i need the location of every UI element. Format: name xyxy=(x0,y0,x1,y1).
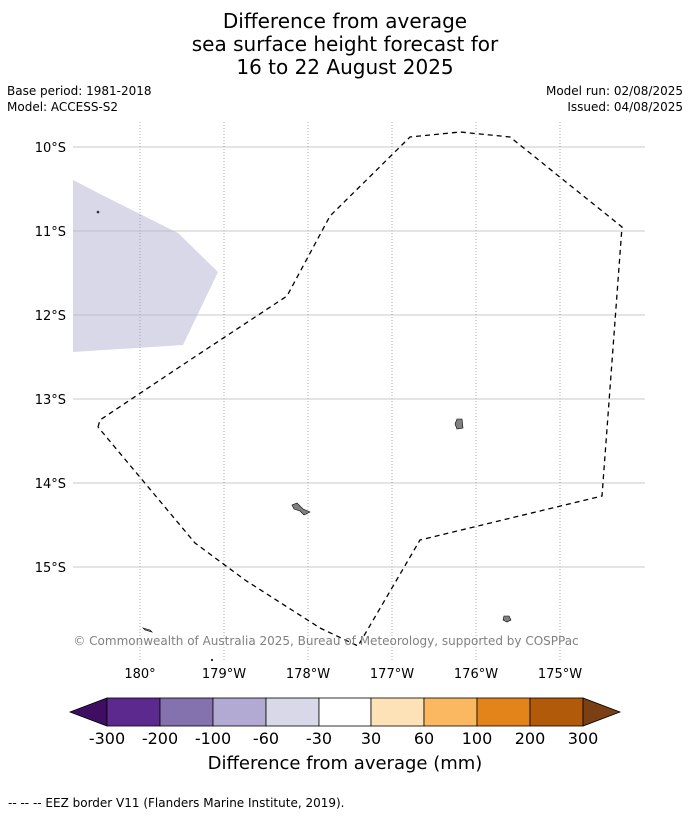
base-period: Base period: 1981-2018 xyxy=(7,84,152,98)
lon-label-179w: 179°W xyxy=(202,667,246,682)
island-northwest xyxy=(96,210,100,214)
colorbar-bin-8 xyxy=(476,697,531,727)
colorbar-bin-5 xyxy=(318,697,372,727)
colorbar-tick-minus60: -60 xyxy=(252,729,280,748)
lat-label-14s: 14°S xyxy=(35,477,66,492)
island-southeast xyxy=(502,615,512,623)
lat-label-15s: 15°S xyxy=(35,561,66,576)
island-central xyxy=(291,502,311,516)
latitude-gridlines xyxy=(73,146,645,568)
lat-label-12s: 12°S xyxy=(35,309,66,324)
longitude-gridlines xyxy=(139,122,561,660)
lat-label-11s: 11°S xyxy=(35,225,66,240)
colorbar-bin-3 xyxy=(212,697,267,727)
issued-date: Issued: 04/08/2025 xyxy=(567,100,683,114)
colorbar-bin-9 xyxy=(529,697,584,727)
colorbar-bin-1 xyxy=(106,697,161,727)
lon-label-176w: 176°W xyxy=(454,667,498,682)
colorbar-tick-30: 30 xyxy=(360,729,382,748)
model-run: Model run: 02/08/2025 xyxy=(545,84,683,98)
title-line-1: Difference from average xyxy=(222,9,468,33)
island-east xyxy=(454,418,464,430)
islands xyxy=(96,210,512,662)
eez-border xyxy=(97,131,623,647)
lon-label-175w: 175°W xyxy=(538,667,582,682)
longitude-labels: 180° 179°W 178°W 177°W 176°W 175°W xyxy=(124,667,582,682)
colorbar-tick-minus300: -300 xyxy=(88,729,126,748)
lon-label-178w: 178°W xyxy=(286,667,330,682)
latitude-labels: 10°S 11°S 12°S 13°S 14°S 15°S xyxy=(35,141,66,576)
copyright-notice: © Commonwealth of Australia 2025, Bureau… xyxy=(73,634,578,648)
colorbar-title: Difference from average (mm) xyxy=(207,753,483,774)
lon-label-177w: 177°W xyxy=(370,667,414,682)
colorbar-tick-minus30: -30 xyxy=(305,729,333,748)
colorbar xyxy=(68,697,622,727)
colorbar-tick-200: 200 xyxy=(514,729,546,748)
lat-label-13s: 13°S xyxy=(35,393,66,408)
colorbar-tick-minus200: -200 xyxy=(141,729,179,748)
island-southwest xyxy=(141,627,154,633)
colorbar-extend-high xyxy=(582,697,622,727)
colorbar-bin-7 xyxy=(423,697,478,727)
lon-label-180: 180° xyxy=(124,667,155,682)
eez-footnote: -- -- -- EEZ border V11 (Flanders Marine… xyxy=(8,796,345,810)
colorbar-tick-minus100: -100 xyxy=(194,729,232,748)
colorbar-bin-4 xyxy=(265,697,320,727)
colorbar-bin-6 xyxy=(370,697,425,727)
island-south xyxy=(210,658,214,662)
colorbar-tick-60: 60 xyxy=(413,729,435,748)
anomaly-region-minus30-to-minus60 xyxy=(73,180,218,352)
colorbar-extend-low xyxy=(68,697,108,727)
title-line-2: sea surface height forecast for xyxy=(191,32,499,56)
model-name: Model: ACCESS-S2 xyxy=(7,100,119,114)
colorbar-bin-2 xyxy=(159,697,214,727)
colorbar-tick-300: 300 xyxy=(567,729,599,748)
lat-label-10s: 10°S xyxy=(35,141,66,156)
colorbar-tick-100: 100 xyxy=(461,729,493,748)
title-line-3: 16 to 22 August 2025 xyxy=(236,55,454,79)
